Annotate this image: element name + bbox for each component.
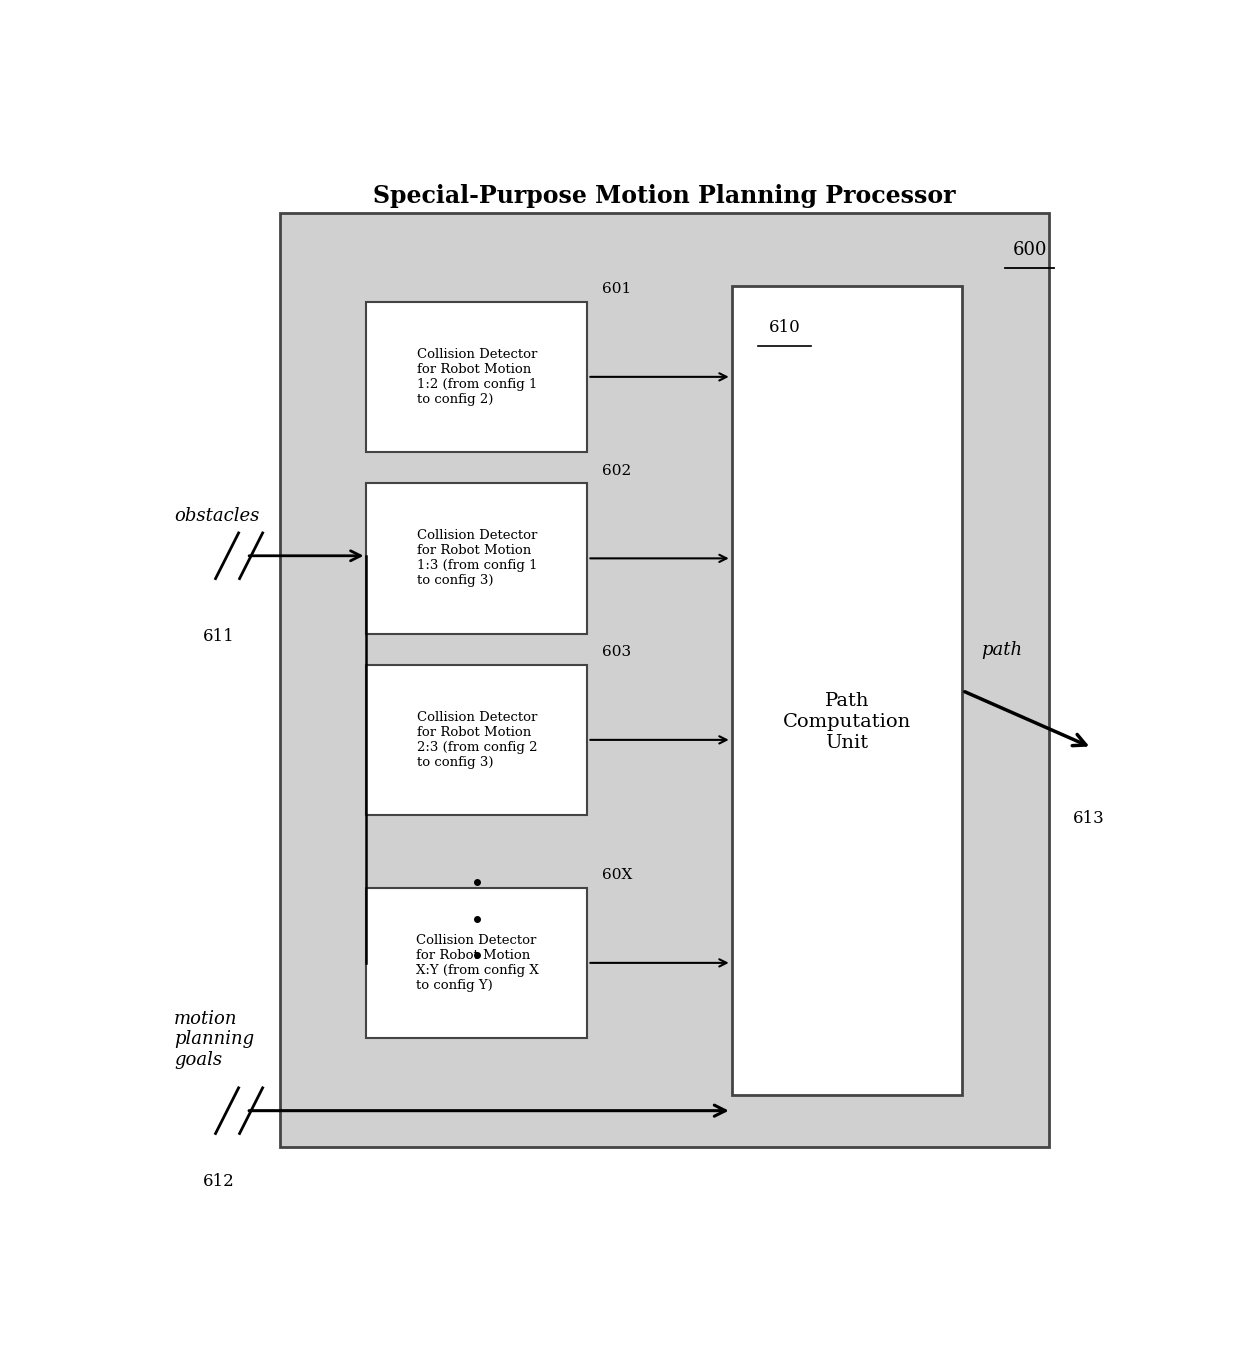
Text: path: path [982, 641, 1023, 660]
Text: Path
Computation
Unit: Path Computation Unit [782, 692, 911, 752]
Text: 600: 600 [1012, 241, 1047, 259]
Text: Special-Purpose Motion Planning Processor: Special-Purpose Motion Planning Processo… [373, 185, 956, 209]
Text: Collision Detector
for Robot Motion
1:3 (from config 1
to config 3): Collision Detector for Robot Motion 1:3 … [417, 529, 537, 587]
Text: obstacles: obstacles [174, 506, 259, 525]
Text: 60X: 60X [601, 869, 632, 882]
Bar [280, 214, 1049, 1148]
Text: 613: 613 [1073, 810, 1105, 827]
Text: 601: 601 [601, 283, 631, 296]
Text: Collision Detector
for Robot Motion
X:Y (from config X
to config Y): Collision Detector for Robot Motion X:Y … [415, 933, 538, 991]
Text: 603: 603 [601, 645, 631, 660]
Bar [367, 484, 588, 633]
Text: 602: 602 [601, 463, 631, 478]
Text: 610: 610 [769, 319, 800, 337]
Bar [732, 286, 962, 1095]
Text: 612: 612 [203, 1173, 234, 1189]
Text: Collision Detector
for Robot Motion
2:3 (from config 2
to config 3): Collision Detector for Robot Motion 2:3 … [417, 711, 537, 769]
Text: motion
planning
goals: motion planning goals [174, 1010, 254, 1070]
Bar [367, 664, 588, 815]
Text: Collision Detector
for Robot Motion
1:2 (from config 1
to config 2): Collision Detector for Robot Motion 1:2 … [417, 348, 537, 405]
Bar [367, 888, 588, 1039]
Text: 611: 611 [203, 629, 234, 645]
Bar [367, 302, 588, 453]
